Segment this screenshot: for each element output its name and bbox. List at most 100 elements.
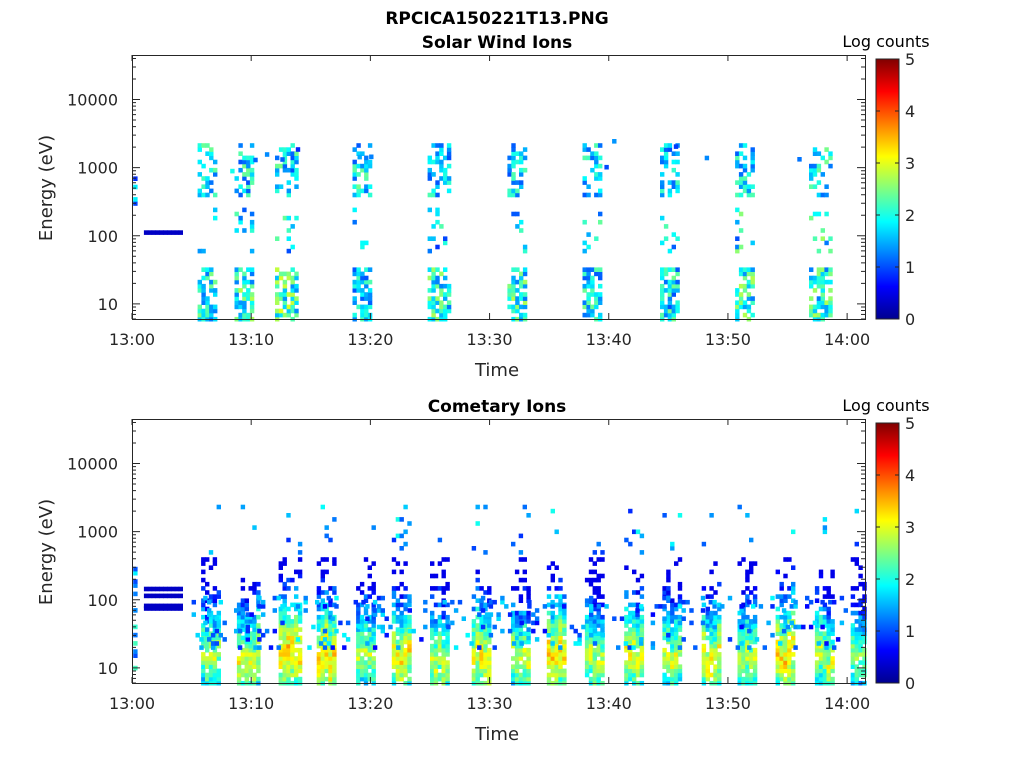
- heatmap-cell: [216, 504, 221, 510]
- heatmap-cell: [735, 292, 740, 297]
- heatmap-cell: [363, 606, 369, 612]
- heatmap-cell: [453, 608, 459, 613]
- heatmap-cell: [167, 230, 172, 235]
- heatmap-cell: [588, 647, 594, 653]
- heatmap-cell: [320, 672, 325, 678]
- heatmap-cell: [332, 623, 337, 628]
- heatmap-cell: [752, 561, 758, 566]
- heatmap-cell: [862, 594, 867, 599]
- heatmap-cell: [814, 676, 820, 682]
- heatmap-cell: [546, 619, 552, 624]
- heatmap-cell: [752, 598, 758, 603]
- heatmap-cell: [596, 590, 601, 595]
- heatmap-cell: [294, 668, 299, 674]
- heatmap-cell: [475, 676, 480, 682]
- heatmap-cell: [592, 635, 597, 641]
- heatmap-cell: [594, 151, 599, 156]
- heatmap-cell: [750, 240, 755, 246]
- heatmap-cell: [752, 627, 758, 632]
- heatmap-cell: [352, 192, 357, 198]
- heatmap-cell: [201, 248, 206, 254]
- heatmap-cell: [745, 573, 750, 579]
- heatmap-cell: [352, 184, 357, 189]
- heatmap-cell: [663, 312, 669, 318]
- heatmap-cell: [822, 517, 828, 522]
- heatmap-cell: [854, 602, 859, 608]
- heatmap-cell: [775, 639, 780, 645]
- heatmap-cell: [439, 312, 444, 318]
- heatmap-cell: [584, 577, 590, 583]
- heatmap-cell: [820, 296, 825, 301]
- heatmap-cell: [850, 643, 856, 649]
- heatmap-cell: [624, 619, 629, 624]
- heatmap-cell: [709, 586, 714, 591]
- heatmap-cell: [826, 676, 831, 682]
- heatmap-cell: [558, 594, 563, 599]
- heatmap-cell: [735, 151, 740, 156]
- heatmap-cell: [628, 631, 633, 636]
- heatmap-cell: [159, 603, 164, 609]
- heatmap-cell: [598, 155, 603, 161]
- heatmap-cell: [735, 645, 740, 650]
- heatmap-cell: [818, 652, 824, 657]
- heatmap-cell: [546, 627, 552, 632]
- heatmap-cell: [735, 236, 740, 241]
- heatmap-cell: [240, 635, 246, 641]
- heatmap-cell: [446, 151, 452, 156]
- heatmap-cell: [282, 147, 288, 152]
- heatmap-cell: [534, 637, 540, 642]
- heatmap-cell: [275, 275, 280, 281]
- heatmap-cell: [437, 537, 443, 543]
- heatmap-cell: [531, 628, 536, 634]
- heatmap-cell: [670, 598, 675, 603]
- heatmap-cell: [818, 672, 824, 678]
- heatmap-cell: [290, 167, 295, 173]
- heatmap-cell: [479, 647, 484, 653]
- heatmap-cell: [236, 656, 242, 661]
- heatmap-cell: [814, 627, 820, 632]
- heatmap-cell: [779, 635, 784, 641]
- heatmap-cell: [594, 176, 599, 181]
- heatmap-cell: [515, 192, 520, 198]
- heatmap-cell: [248, 623, 253, 628]
- heatmap-cell: [441, 639, 446, 645]
- heatmap-cell: [479, 668, 484, 674]
- heatmap-cell: [826, 656, 831, 661]
- heatmap-cell: [376, 604, 382, 609]
- heatmap-cell: [282, 215, 288, 221]
- heatmap-cell: [518, 647, 524, 653]
- heatmap-cell: [244, 614, 249, 620]
- heatmap-cell: [592, 598, 597, 603]
- heatmap-cell: [471, 639, 477, 645]
- heatmap-cell: [205, 581, 210, 587]
- heatmap-cell: [439, 283, 444, 289]
- heatmap-cell: [701, 541, 707, 547]
- heatmap-cell: [787, 672, 792, 678]
- heatmap-cell: [430, 635, 435, 641]
- heatmap-cell: [660, 147, 665, 152]
- heatmap-cell: [297, 606, 303, 612]
- heatmap-cell: [738, 180, 744, 185]
- heatmap-cell: [666, 668, 671, 674]
- heatmap-cell: [249, 279, 255, 285]
- heatmap-cell: [705, 672, 710, 678]
- heatmap-cell: [205, 267, 210, 272]
- heatmap-cell: [527, 604, 532, 609]
- heatmap-cell: [143, 606, 149, 611]
- heatmap-cell: [441, 569, 446, 575]
- heatmap-cell: [209, 147, 214, 152]
- heatmap-cell: [244, 643, 249, 649]
- heatmap-cell: [205, 180, 210, 185]
- heatmap-cell: [701, 635, 707, 641]
- heatmap-cell: [816, 163, 822, 169]
- heatmap-cell: [858, 672, 863, 678]
- heatmap-cell: [205, 300, 210, 305]
- heatmap-cell: [518, 594, 524, 599]
- heatmap-cell: [600, 614, 605, 620]
- heatmap-cell: [356, 192, 361, 198]
- heatmap-cell: [700, 608, 706, 613]
- heatmap-cell: [294, 271, 299, 277]
- heatmap-cell: [592, 577, 597, 583]
- heatmap-cell: [635, 664, 641, 669]
